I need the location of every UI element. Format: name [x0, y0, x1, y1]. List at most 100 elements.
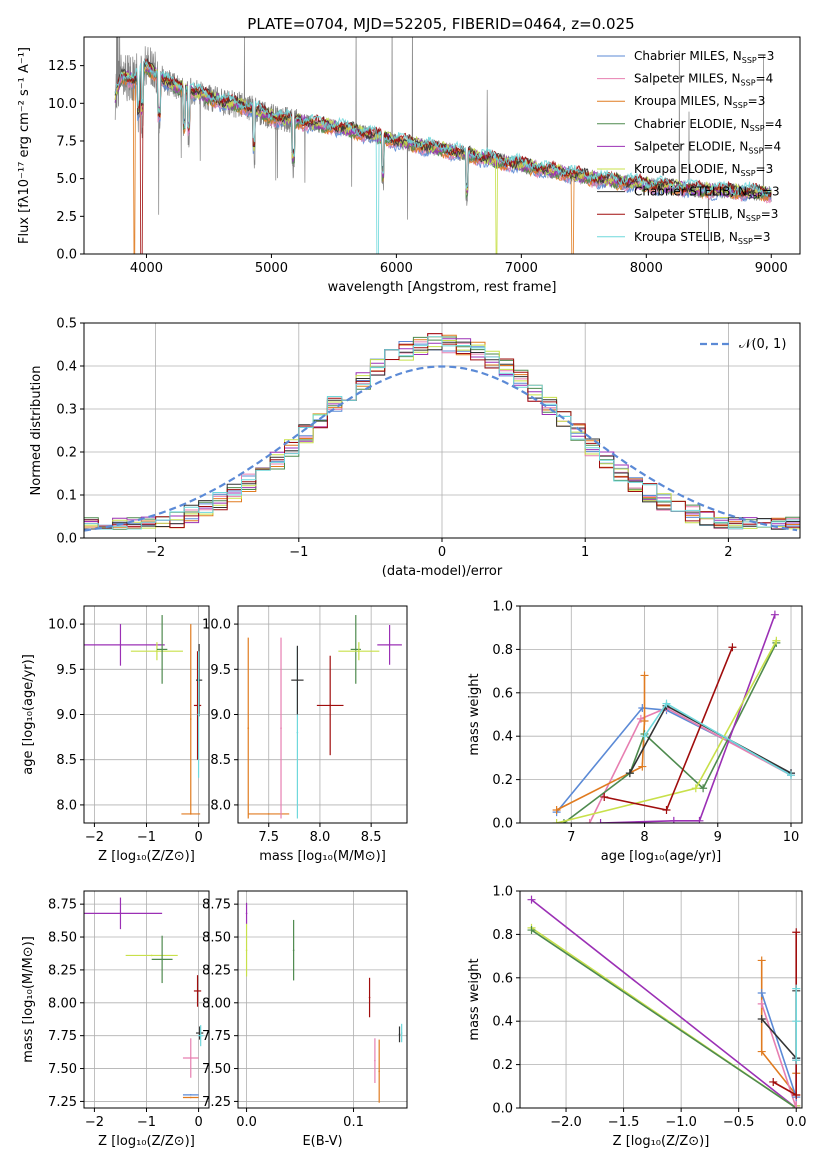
x-tick-label: −1.5: [608, 1115, 640, 1130]
data-point: [358, 650, 360, 653]
x-tick-label: −2: [85, 830, 104, 845]
weight-marker: [559, 819, 568, 823]
x-tick-label: −1: [289, 545, 308, 560]
weight-marker: [600, 792, 609, 801]
data-point: [245, 912, 248, 915]
y-tick-label: 8.50: [202, 931, 231, 946]
axes-age_vs_mass: 7.5 8.0 8.5 8.0 8.5 9.0 9.5 10.0 mass [log₁₀(M/M…: [202, 605, 408, 864]
data-point: [368, 996, 371, 999]
x-tick-label: −1: [137, 830, 156, 845]
weight-marker: [636, 714, 645, 723]
x-tick-label: −2: [146, 545, 165, 560]
data-point: [189, 1094, 192, 1096]
data-point: [197, 713, 200, 716]
axes-frame: [519, 605, 803, 824]
y-tick-label: 7.75: [202, 1029, 231, 1044]
x-tick-label: −2.0: [550, 1115, 582, 1130]
y-tick-label: 8.75: [48, 898, 77, 913]
y-tick-label: 9.0: [56, 708, 77, 723]
data-point: [156, 650, 158, 653]
legend-entry: Chabrier STELIB, NSSP=3: [634, 185, 780, 201]
y-tick-label: 10.0: [48, 97, 77, 112]
data-point: [354, 648, 357, 651]
y-tick-label: 9.5: [210, 663, 231, 678]
spectrum-model-line: [114, 62, 772, 254]
weight-series-line: [600, 614, 776, 823]
x-axis-label: Z [log₁₀(Z/Z⊙)]: [98, 849, 195, 864]
weight-marker: [662, 805, 671, 814]
axes-mass_vs_ebv: 0.0 0.1 7.25 7.50 7.75 8.00 8.25 8.50 8.75 E(B-V): [202, 890, 408, 1149]
data-point: [247, 727, 250, 729]
x-tick-label: 6000: [380, 261, 413, 276]
legend-entry: Kroupa STELIB, NSSP=3: [634, 230, 771, 246]
y-tick-label: 8.25: [202, 963, 231, 978]
y-tick-label: 0.5: [56, 317, 77, 332]
x-tick-label: 4000: [130, 261, 163, 276]
y-tick-label: 9.5: [56, 663, 77, 678]
data-point: [161, 648, 163, 651]
spectrum-model-line: [114, 57, 772, 198]
weight-marker: [792, 928, 801, 937]
weight-marker: [638, 762, 647, 771]
plot-area-weight_vs_age: [520, 606, 802, 823]
data-point: [196, 704, 199, 707]
x-tick-label: 2: [724, 545, 732, 560]
y-tick-label: 8.25: [48, 963, 77, 978]
weight-series-line: [556, 675, 646, 811]
y-tick-label: 0.0: [56, 532, 77, 547]
axes-age_vs_z: −2 −1 0 8.0 8.5 9.0 9.5 10.0 Z [log₁₀(Z/Z⊙)] age …: [21, 605, 210, 864]
data-point: [189, 718, 192, 720]
legend-entry: Salpeter ELODIE, NSSP=4: [634, 139, 781, 155]
data-point: [245, 949, 248, 951]
y-tick-label: 1.0: [492, 600, 513, 615]
normal-reference-curve: [84, 365, 798, 532]
axes-frame: [237, 890, 408, 1109]
x-tick-label: 0.0: [236, 1115, 257, 1130]
y-axis-label: mass [log₁₀(M/M⊙)]: [21, 936, 36, 1063]
weight-marker: [770, 610, 779, 619]
x-axis-label: age [log₁₀(age/yr)]: [601, 849, 722, 864]
y-tick-label: 0.4: [492, 730, 513, 745]
y-tick-label: 0.4: [492, 1015, 513, 1030]
x-tick-label: 8: [640, 830, 648, 845]
y-tick-label: 7.5: [56, 134, 77, 149]
histogram-series: [84, 336, 800, 530]
data-point: [388, 644, 391, 646]
y-tick-label: 8.50: [48, 931, 77, 946]
data-point: [374, 1059, 376, 1062]
y-tick-label: 7.75: [48, 1029, 77, 1044]
weight-series-line: [556, 640, 778, 823]
spectrum-legend: Chabrier MILES, NSSP=3 Salpeter MILES, NS…: [597, 49, 782, 246]
weight-series-line: [563, 642, 778, 823]
weight-series-line: [760, 960, 797, 1098]
data-point: [198, 1032, 201, 1034]
weight-marker: [552, 805, 561, 814]
x-tick-label: 0: [194, 830, 202, 845]
weight-marker: [769, 1077, 778, 1086]
y-tick-label: 9.0: [210, 708, 231, 723]
x-tick-label: 0: [438, 545, 446, 560]
axes-residuals: −2 −1 0 1 2 0.0 0.1 0.2 0.3 0.4 0.5 (data-model)/er…: [29, 317, 801, 579]
plot-area-mass_vs_ebv: [238, 891, 407, 1108]
spectrum-model-line: [114, 58, 772, 254]
data-point: [189, 1057, 192, 1059]
weight-series-line: [588, 707, 792, 823]
x-tick-label: −2: [85, 1115, 104, 1130]
y-tick-label: 0.0: [492, 1102, 513, 1117]
axes-spectrum: 4000 5000 6000 7000 8000 9000 0.0 2.5 5.0 7.5 10.0…: [17, 36, 801, 295]
y-tick-label: 0.6: [492, 971, 513, 986]
data-point: [400, 1032, 403, 1034]
x-tick-label: 8000: [630, 261, 663, 276]
plot-area-age_vs_mass: [238, 606, 407, 823]
y-tick-label: 0.0: [56, 248, 77, 263]
weight-marker: [691, 784, 700, 793]
weight-marker: [640, 671, 649, 680]
x-tick-label: −1.0: [665, 1115, 697, 1130]
y-tick-label: 0.2: [492, 773, 513, 788]
y-tick-label: 12.5: [48, 59, 77, 74]
plot-area-residuals: [84, 323, 800, 538]
data-point: [267, 813, 270, 815]
y-tick-label: 0.8: [492, 643, 513, 658]
y-tick-label: 0.2: [56, 446, 77, 461]
